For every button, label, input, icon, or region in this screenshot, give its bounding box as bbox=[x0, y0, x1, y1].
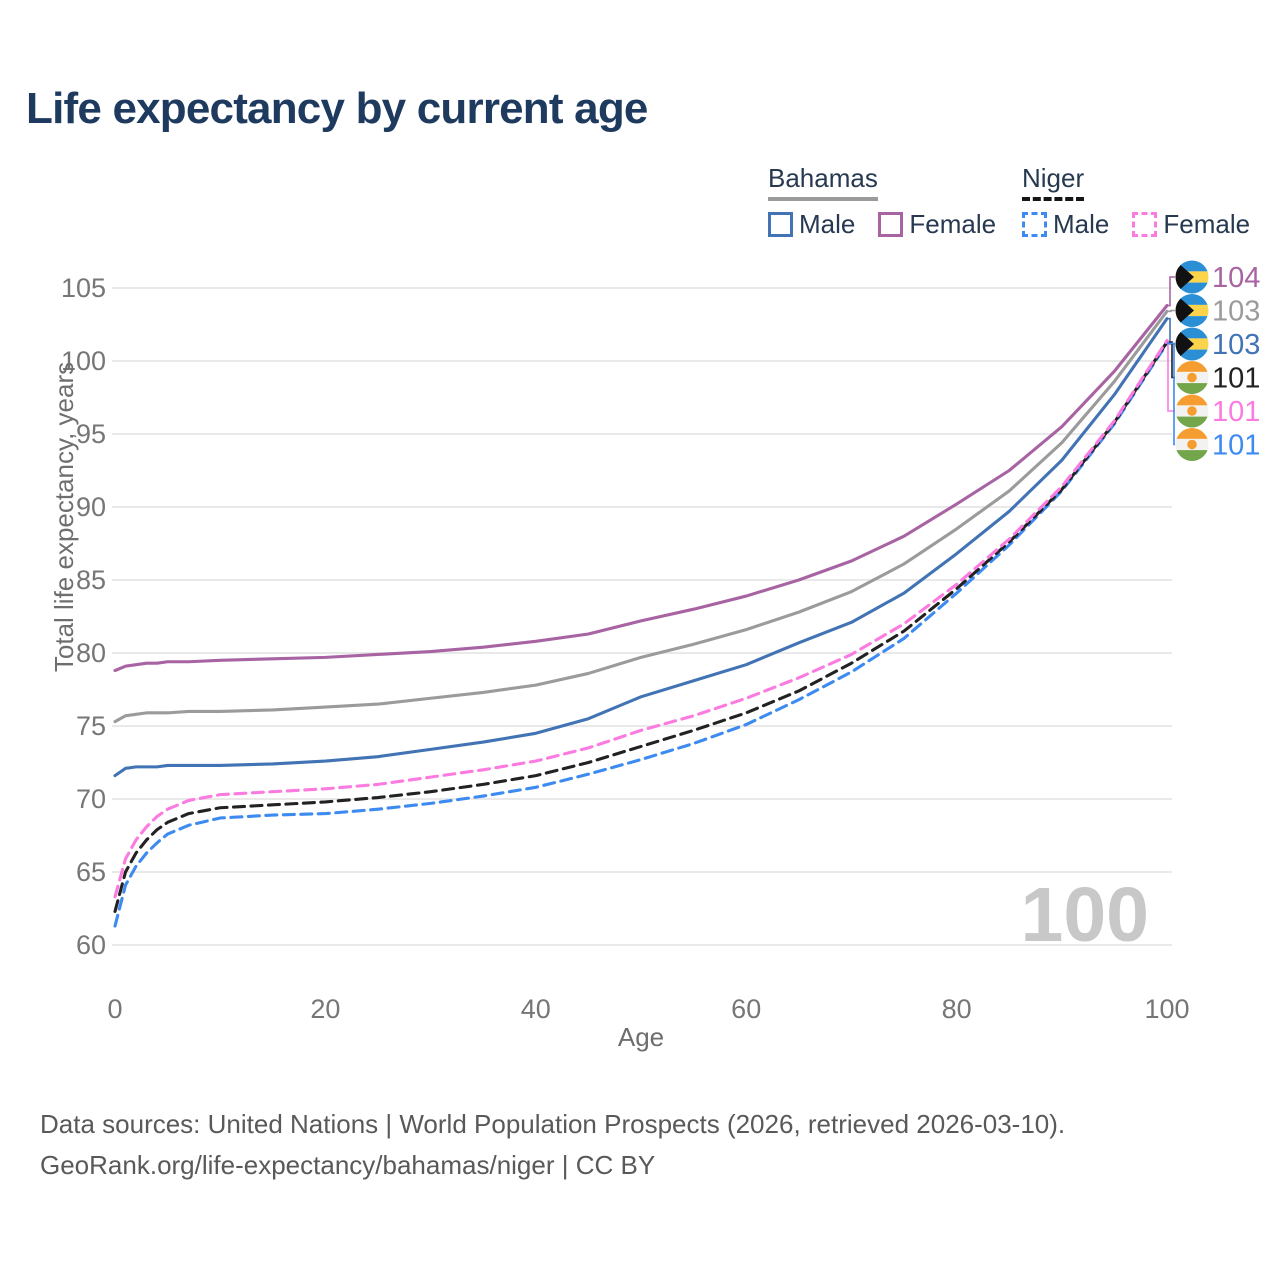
flag-art bbox=[1175, 428, 1209, 461]
flag-art bbox=[1175, 260, 1209, 294]
flag-stripe-bottom bbox=[1175, 416, 1209, 428]
flag-niger-icon bbox=[1175, 361, 1209, 394]
gridlines bbox=[112, 287, 1172, 946]
legend-item-label: Female bbox=[909, 209, 997, 239]
y-tick-65: 65 bbox=[76, 857, 106, 887]
legend-swatch-niger-female bbox=[1132, 212, 1158, 237]
leader-line-bahamas_female bbox=[1167, 276, 1175, 307]
flag-art bbox=[1175, 294, 1209, 327]
x-tick-20: 20 bbox=[310, 994, 340, 1024]
leader-line-bahamas_all bbox=[1167, 309, 1175, 313]
x-tick-100: 100 bbox=[1144, 994, 1189, 1024]
x-tick-40: 40 bbox=[521, 994, 551, 1024]
flag-chevron bbox=[1175, 327, 1194, 361]
flag-stripe-top bbox=[1175, 294, 1209, 305]
legend-group-bahamas: Bahamas Male Female bbox=[768, 163, 996, 240]
end-value-bahamas_female: 104 bbox=[1212, 262, 1260, 294]
source-line-1: Data sources: United Nations | World Pop… bbox=[40, 1109, 1066, 1139]
y-tick-70: 70 bbox=[76, 784, 106, 814]
legend-item-label: Male bbox=[799, 209, 856, 239]
flag-stripe-top bbox=[1175, 361, 1209, 372]
x-tick-80: 80 bbox=[942, 994, 972, 1024]
y-tick-75: 75 bbox=[76, 711, 106, 741]
flag-stripe-top bbox=[1175, 327, 1209, 339]
flag-stripe-top bbox=[1175, 394, 1209, 406]
flag-stripe-bottom bbox=[1175, 349, 1209, 361]
flag-chevron bbox=[1175, 294, 1194, 327]
leader-line-niger_female bbox=[1167, 339, 1175, 412]
flag-stripe-top bbox=[1175, 428, 1209, 439]
series-line-niger_female bbox=[113, 339, 1169, 899]
flag-stripe-bottom bbox=[1175, 450, 1209, 461]
chart-title: Life expectancy by current age bbox=[26, 84, 648, 133]
series-line-niger_all bbox=[113, 340, 1169, 913]
end-value-bahamas_all: 103 bbox=[1212, 296, 1260, 328]
y-tick-100: 100 bbox=[61, 346, 106, 376]
flag-bahamas-icon bbox=[1175, 327, 1209, 361]
x-tick-0: 0 bbox=[107, 994, 122, 1024]
end-value-niger_female: 101 bbox=[1212, 396, 1260, 428]
flag-niger-icon bbox=[1175, 394, 1209, 428]
legend-item-label: Female bbox=[1163, 209, 1251, 239]
flag-niger-icon bbox=[1175, 428, 1209, 461]
series-line-bahamas_male bbox=[113, 317, 1169, 778]
legend-swatch-bahamas-female bbox=[878, 212, 904, 237]
x-tick-60: 60 bbox=[731, 994, 761, 1024]
axis-ticks: 60 65 70 75 80 85 90 95 100 105 0 20 40 60 80 100 bbox=[61, 273, 1190, 1024]
series-line-bahamas_female bbox=[113, 303, 1169, 673]
series-line-niger_male bbox=[113, 341, 1169, 928]
y-tick-105: 105 bbox=[61, 273, 106, 303]
y-axis-title: Total life expectancy, years bbox=[49, 362, 79, 672]
legend-item-niger-female[interactable]: Female bbox=[1132, 209, 1250, 240]
flag-stripe-bottom bbox=[1175, 383, 1209, 394]
legend-group-niger: Niger Male Female bbox=[1022, 163, 1250, 240]
legend-group-label-bahamas: Bahamas bbox=[768, 163, 878, 201]
end-value-niger_all: 101 bbox=[1212, 363, 1260, 395]
flag-disc bbox=[1187, 372, 1197, 383]
legend-swatch-niger-male bbox=[1022, 212, 1047, 237]
flag-bahamas-icon bbox=[1175, 260, 1209, 294]
flag-stripe-bottom bbox=[1175, 282, 1209, 294]
data-series bbox=[113, 303, 1169, 928]
watermark-age: 100 bbox=[1021, 872, 1149, 958]
end-value-niger_male: 101 bbox=[1212, 430, 1260, 462]
source-note: Data sources: United Nations | World Pop… bbox=[40, 1104, 1065, 1186]
flag-chevron bbox=[1175, 260, 1194, 294]
flag-art bbox=[1175, 327, 1209, 361]
x-axis-title: Age bbox=[618, 1022, 664, 1052]
source-line-2: GeoRank.org/life-expectancy/bahamas/nige… bbox=[40, 1150, 656, 1180]
legend-item-bahamas-male[interactable]: Male bbox=[768, 209, 855, 240]
legend-item-label: Male bbox=[1053, 209, 1110, 239]
flag-stripe-top bbox=[1175, 260, 1209, 272]
flag-disc bbox=[1187, 406, 1197, 416]
flag-art bbox=[1175, 361, 1209, 394]
legend-item-bahamas-female[interactable]: Female bbox=[878, 209, 996, 240]
leader-line-niger_male bbox=[1167, 342, 1175, 446]
y-tick-80: 80 bbox=[76, 638, 106, 668]
series-line-bahamas_all bbox=[113, 309, 1169, 724]
y-tick-85: 85 bbox=[76, 565, 106, 595]
end-value-bahamas_male: 103 bbox=[1212, 329, 1260, 361]
legend-swatch-bahamas-male bbox=[768, 212, 793, 237]
flag-disc bbox=[1187, 439, 1197, 450]
flag-stripe-bottom bbox=[1175, 316, 1209, 327]
y-tick-90: 90 bbox=[76, 492, 106, 522]
y-tick-60: 60 bbox=[76, 930, 106, 960]
legend-item-niger-male[interactable]: Male bbox=[1022, 209, 1109, 240]
flag-bahamas-icon bbox=[1175, 294, 1209, 327]
legend-group-label-niger: Niger bbox=[1022, 163, 1085, 201]
flag-art bbox=[1175, 394, 1209, 428]
y-tick-95: 95 bbox=[76, 419, 106, 449]
